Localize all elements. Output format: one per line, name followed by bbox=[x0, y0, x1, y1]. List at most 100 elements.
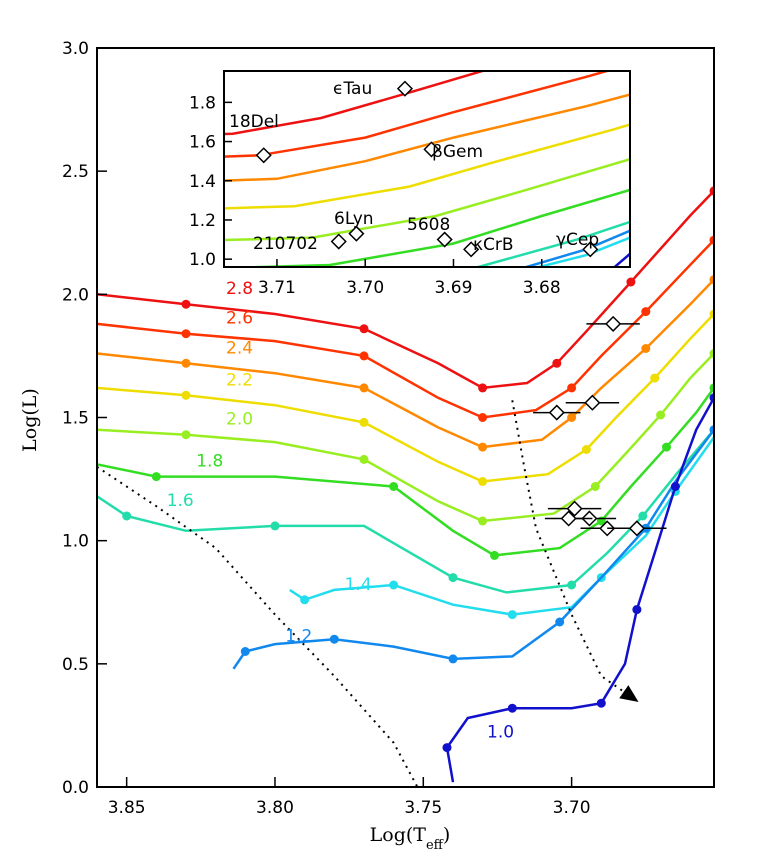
label-210702: 210702 bbox=[253, 234, 318, 254]
track-point bbox=[359, 417, 369, 427]
track-2.6 bbox=[97, 239, 714, 419]
track-point bbox=[709, 383, 714, 393]
track-point bbox=[478, 516, 488, 526]
x-axis-title-main: Log(T bbox=[370, 824, 427, 846]
y-tick-label: 2.0 bbox=[62, 285, 89, 305]
observed-star-marker bbox=[584, 394, 601, 411]
track-2.8 bbox=[97, 190, 714, 390]
track-point bbox=[478, 442, 488, 452]
inset-star-marker bbox=[463, 241, 480, 258]
track-point bbox=[270, 521, 280, 531]
inset-observed-stars bbox=[255, 80, 599, 258]
inset-star-marker bbox=[582, 241, 599, 258]
inset-x-tick-label: 3.68 bbox=[523, 278, 561, 298]
label-kappa-crb: κCrB bbox=[473, 235, 514, 255]
track-point bbox=[709, 393, 714, 403]
observed-star-marker bbox=[628, 520, 645, 537]
inset-y-tick-label: 1.0 bbox=[189, 250, 216, 270]
track-point bbox=[656, 410, 666, 420]
track-1.0 bbox=[445, 397, 714, 783]
track-point bbox=[632, 605, 642, 615]
track-point bbox=[507, 703, 517, 713]
track-point bbox=[181, 390, 191, 400]
inset-star-marker bbox=[330, 233, 347, 250]
inset-track-2.4 bbox=[224, 93, 630, 182]
track-point bbox=[181, 358, 191, 368]
x-axis-title-close: ) bbox=[443, 824, 450, 846]
track-point bbox=[507, 610, 517, 620]
track-point bbox=[650, 373, 660, 383]
track-1.2 bbox=[232, 429, 714, 670]
track-1.8 bbox=[97, 387, 714, 557]
mass-labels: 2.8 2.6 2.4 2.2 2.0 1.81.6 1.4 1.2 1.0 bbox=[167, 279, 514, 742]
track-point bbox=[709, 309, 714, 319]
main-axes: 3.85 3.80 3.75 3.70 0.0 0.5 1.0 1.5 2.0 2.5 3.0 bbox=[62, 39, 591, 818]
inset-star-labels: ϵTau 18Del βGem 6Lyn 5608 210702 κCrB γC… bbox=[229, 79, 599, 255]
track-point bbox=[670, 482, 680, 491]
track-point bbox=[490, 550, 499, 560]
track-point bbox=[641, 344, 651, 353]
inset-background bbox=[224, 71, 630, 267]
y-tick-label: 0.0 bbox=[62, 778, 89, 798]
x-tick-label: 3.80 bbox=[256, 798, 294, 818]
inset-axes: 3.71 3.70 3.69 3.68 1.0 1.2 1.4 1.6 1.8 bbox=[189, 93, 561, 298]
track-point bbox=[359, 324, 369, 334]
main-evolution-tracks bbox=[97, 186, 714, 783]
y-tick-label: 2.5 bbox=[62, 162, 89, 182]
track-point bbox=[641, 307, 651, 317]
inset-star-marker bbox=[423, 141, 440, 158]
zams-tams-lines bbox=[97, 400, 639, 787]
mass-label-1.8: 1.8 bbox=[196, 452, 223, 472]
track-point bbox=[329, 634, 339, 644]
track-point bbox=[181, 299, 191, 309]
inset-track-1.6 bbox=[473, 220, 630, 267]
x-tick-label: 3.85 bbox=[108, 798, 146, 818]
track-point bbox=[555, 617, 565, 627]
inset-track-1.4 bbox=[534, 236, 630, 267]
zams-line bbox=[97, 465, 419, 787]
inset-y-tick-label: 1.8 bbox=[189, 93, 216, 113]
mass-label-1.0: 1.0 bbox=[487, 723, 514, 743]
x-axis-title: Log(Teff) bbox=[370, 824, 451, 853]
mass-label-2.8: 2.8 bbox=[226, 279, 253, 299]
track-point bbox=[662, 442, 671, 452]
track-point bbox=[567, 383, 577, 393]
track-point bbox=[151, 472, 161, 482]
label-5608: 5608 bbox=[407, 215, 450, 235]
track-1.6 bbox=[97, 428, 714, 594]
track-point bbox=[478, 383, 488, 393]
track-point bbox=[709, 349, 714, 358]
track-point bbox=[596, 698, 606, 708]
track-2.0 bbox=[97, 352, 714, 523]
inset-star-marker bbox=[396, 80, 413, 97]
track-point bbox=[626, 277, 636, 287]
mass-label-2.2: 2.2 bbox=[226, 370, 253, 390]
y-tick-label: 1.0 bbox=[62, 532, 89, 552]
observed-star-marker bbox=[605, 315, 622, 332]
track-point bbox=[240, 647, 250, 656]
y-tick-label: 0.5 bbox=[62, 655, 89, 675]
mass-label-2.4: 2.4 bbox=[226, 338, 253, 358]
x-axis-title-sub: eff bbox=[426, 838, 445, 853]
observed-stars bbox=[533, 315, 667, 537]
observed-star-marker bbox=[548, 404, 565, 421]
track-point bbox=[442, 743, 452, 753]
y-tick-label: 1.5 bbox=[62, 409, 89, 429]
label-6lyn: 6Lyn bbox=[334, 209, 374, 229]
track-point bbox=[181, 430, 191, 440]
track-point bbox=[590, 482, 600, 491]
label-18del: 18Del bbox=[229, 112, 279, 132]
observed-star-marker bbox=[560, 510, 577, 527]
track-point bbox=[709, 275, 714, 285]
mass-label-1.4: 1.4 bbox=[345, 575, 372, 595]
inset-star-marker bbox=[348, 225, 365, 242]
inset-x-tick-label: 3.69 bbox=[435, 278, 473, 298]
mass-label-1.6: 1.6 bbox=[167, 491, 194, 511]
mass-label-2.6: 2.6 bbox=[226, 309, 253, 329]
inset-y-tick-label: 1.6 bbox=[189, 133, 216, 153]
track-point bbox=[709, 235, 714, 245]
track-point bbox=[552, 358, 562, 368]
track-point bbox=[567, 413, 577, 422]
x-tick-label: 3.75 bbox=[404, 798, 442, 818]
